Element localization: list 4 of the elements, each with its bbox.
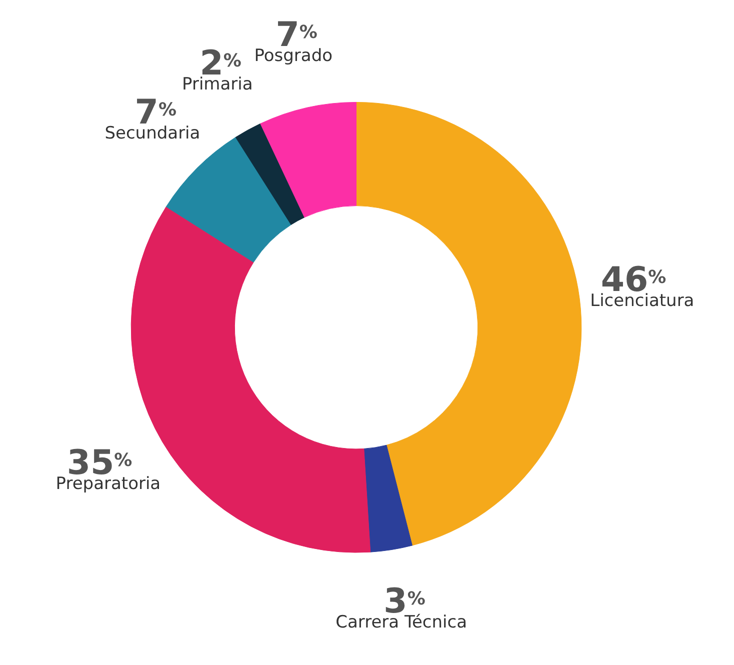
- slice-label: Licenciatura: [590, 291, 694, 312]
- slice-label: Carrera Técnica: [336, 612, 468, 632]
- slice-label: Primaria: [182, 74, 253, 95]
- slice-label: Secundaria: [104, 123, 200, 144]
